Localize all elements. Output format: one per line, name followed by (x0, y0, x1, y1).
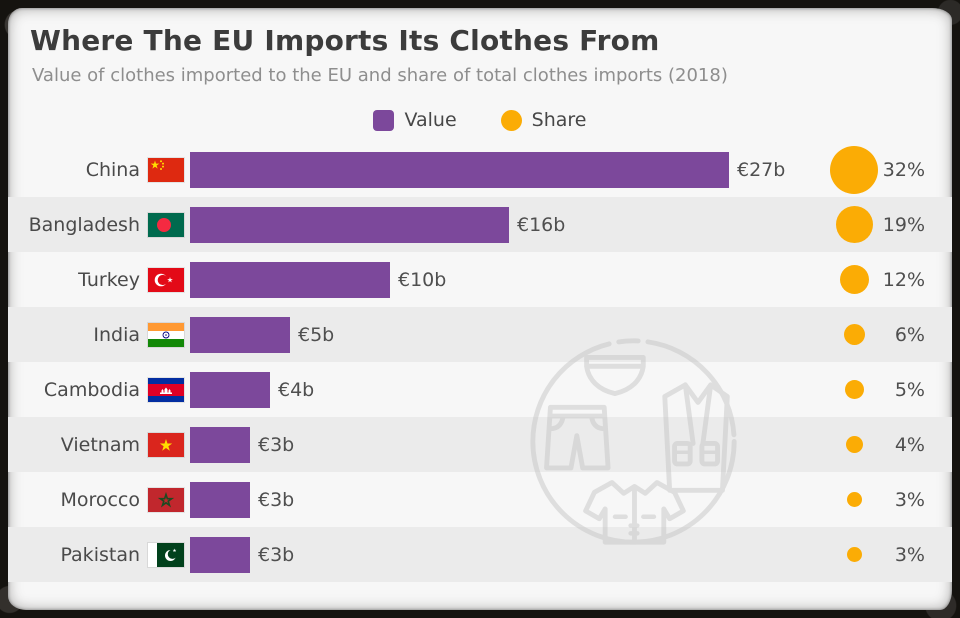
chart-row-turkey: Turkey €10b 12% (8, 252, 952, 307)
share-dot-wrap (826, 252, 882, 307)
legend-item-value: Value (373, 109, 457, 131)
share-dot (830, 145, 878, 194)
value-label: €4b (278, 378, 315, 401)
share-label: 3% (894, 543, 925, 566)
share-dot-wrap (826, 362, 882, 417)
legend-value-label: Value (404, 109, 457, 131)
india-flag-icon (148, 322, 184, 347)
value-swatch-icon (373, 109, 395, 131)
bangladesh-flag-icon (148, 212, 184, 237)
share-label: 5% (894, 378, 925, 401)
country-label: Pakistan (60, 543, 140, 566)
share-label: 3% (894, 488, 925, 511)
share-dot (846, 492, 862, 507)
value-bar (190, 536, 250, 573)
share-dot-wrap (826, 307, 882, 362)
share-label: 4% (894, 433, 925, 456)
value-label: €3b (258, 433, 295, 456)
share-dot-wrap (826, 197, 882, 252)
chart-row-vietnam: Vietnam €3b 4% (8, 417, 952, 472)
value-label: €27b (737, 158, 786, 181)
country-label: India (93, 323, 140, 346)
share-dot-wrap (826, 472, 882, 527)
page-title: Where The EU Imports Its Clothes From (30, 24, 660, 57)
country-label: Cambodia (43, 378, 140, 401)
value-bar (190, 206, 509, 243)
value-label: €10b (398, 268, 447, 291)
turkey-flag-icon (148, 267, 184, 292)
share-label: 6% (894, 323, 925, 346)
legend: Value Share (8, 107, 952, 133)
country-label: Vietnam (60, 433, 140, 456)
infographic-canvas: Where The EU Imports Its Clothes From Va… (8, 8, 952, 610)
legend-item-share: Share (500, 109, 587, 131)
share-dot-wrap (826, 142, 882, 197)
share-dot (843, 324, 865, 345)
share-label: 19% (882, 213, 925, 236)
value-bar (190, 316, 290, 353)
value-bar (190, 426, 250, 463)
value-label: €3b (258, 488, 295, 511)
value-label: €16b (517, 213, 566, 236)
share-dot (844, 380, 864, 399)
share-dot (839, 265, 869, 294)
share-dot-wrap (826, 527, 882, 582)
share-dot (846, 547, 862, 562)
value-label: €5b (298, 323, 335, 346)
share-dot-wrap (826, 417, 882, 472)
country-label: China (85, 158, 140, 181)
share-dot (845, 436, 863, 453)
chart-row-china: China €27b 32% (8, 142, 952, 197)
value-bar (190, 371, 270, 408)
share-label: 32% (882, 158, 925, 181)
vietnam-flag-icon (148, 432, 184, 457)
value-bar (190, 261, 390, 298)
chart-row-pakistan: Pakistan €3b 3% (8, 527, 952, 582)
share-dot (835, 206, 873, 243)
page-subtitle: Value of clothes imported to the EU and … (32, 65, 728, 86)
chart-row-india: India €5b 6% (8, 307, 952, 362)
china-flag-icon (148, 157, 184, 182)
chart-row-bangladesh: Bangladesh €16b 19% (8, 197, 952, 252)
country-label: Morocco (60, 488, 140, 511)
chart-row-cambodia: Cambodia €4b 5% (8, 362, 952, 417)
value-bar (190, 481, 250, 518)
legend-share-label: Share (531, 109, 587, 131)
share-swatch-icon (500, 109, 522, 131)
value-bar (190, 151, 729, 188)
cambodia-flag-icon (148, 377, 184, 402)
share-label: 12% (882, 268, 925, 291)
pakistan-flag-icon (148, 542, 184, 567)
bar-chart: China €27b 32% Bangladesh €16b 19% Turke… (8, 142, 952, 582)
value-label: €3b (258, 543, 295, 566)
country-label: Bangladesh (28, 213, 140, 236)
country-label: Turkey (78, 268, 140, 291)
morocco-flag-icon (148, 487, 184, 512)
chart-row-morocco: Morocco €3b 3% (8, 472, 952, 527)
